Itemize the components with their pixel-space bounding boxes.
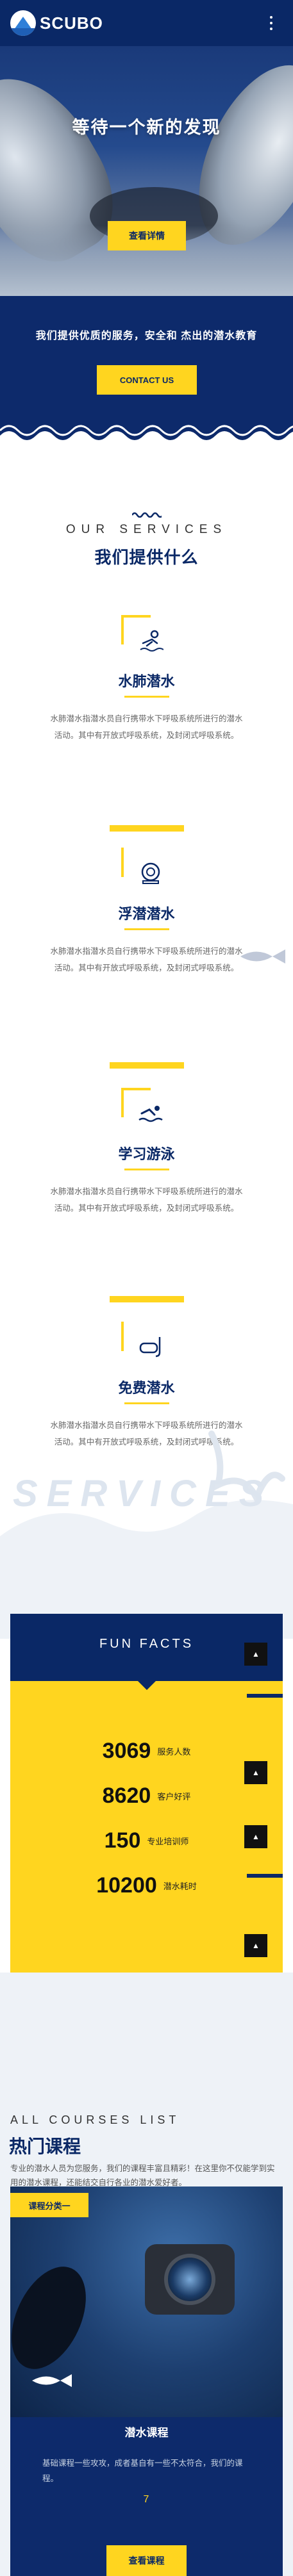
service-desc: 水肺潜水指潜水员自行携带水下呼吸系统所进行的潜水活动。其中有开放式呼吸系统，及封… [50,714,243,740]
stat-row: 10200 潜水耗时 [10,1873,283,1898]
course-name: 潜水课程 [124,2427,169,2439]
course-category-badge[interactable]: 课程分类一 [10,2193,88,2217]
chevron-up-icon: ▲ [252,1941,260,1950]
courses-section: ALL COURSES LIST 热门课程 专业的潜水人员为您服务，我们的课程丰… [0,1973,293,2576]
diving-helmet-icon [141,862,160,884]
swimmer-icon [138,1106,163,1122]
view-course-button[interactable]: 查看课程 [106,2545,187,2576]
stat-value: 10200 [96,1873,157,1898]
icon-frame [121,1088,151,1117]
logo-text: SCUBO [40,13,103,33]
courses-cn-title: 热门课程 [9,2137,81,2156]
service-title: 免费潜水 [118,1380,175,1396]
stat-value: 8620 [102,1784,151,1808]
service-item[interactable]: 免费潜水 水肺潜水指潜水员自行携带水下呼吸系统所进行的潜水活动。其中有开放式呼吸… [0,1322,293,1450]
title-underline [124,696,169,698]
chevron-up-icon: ▲ [252,1832,260,1841]
fin-image [10,2254,101,2381]
accent-stripe [247,1874,283,1878]
fish-icon [240,949,285,964]
icon-frame [121,848,151,877]
intro-text: 我们提供优质的服务，安全和 杰出的潜水教育 [35,331,258,341]
scroll-up-button[interactable]: ▲ [244,1643,267,1666]
stat-label: 服务人数 [157,1747,191,1757]
contact-us-button[interactable]: CONTACT US [97,365,197,395]
menu-button[interactable] [260,12,283,35]
services-section: OUR SERVICES 我们提供什么 水肺潜水 水肺潜水指潜水员自行携带水下呼… [0,447,293,1639]
service-title: 浮潜潜水 [118,906,175,922]
divider-bar [110,1062,184,1069]
chevron-up-icon: ▲ [252,1768,260,1777]
hero-banner: 等待一个新的发现 查看详情 [0,46,293,296]
course-desc: 基础课程一些攻攻，成者基自有一些不太符合，我们的课程。 [42,2459,243,2483]
fish-icon [32,2374,72,2387]
service-title: 学习游泳 [118,1146,175,1162]
stat-row: 150 专业培训师 [10,1828,283,1853]
hero-title: 等待一个新的发现 [72,118,221,137]
services-en-title: OUR SERVICES [65,523,228,536]
stat-label: 客户好评 [157,1792,191,1801]
title-underline [124,1169,169,1170]
title-underline [124,928,169,930]
icon-frame [121,615,151,644]
fun-facts-panel: FUN FACTS ▲ ▲ ▲ ▲ 3069 服务人数 8620 客户好评 15… [10,1614,283,1973]
camera-lens-image [164,2254,215,2305]
course-photo [10,2186,283,2417]
stat-label: 专业培训师 [147,1837,189,1846]
service-item[interactable]: 浮潜潜水 水肺潜水指潜水员自行携带水下呼吸系统所进行的潜水活动。其中有开放式呼吸… [0,848,293,976]
scroll-up-button[interactable]: ▲ [244,1761,267,1784]
service-title: 水肺潜水 [118,673,175,689]
course-card[interactable]: 课程分类一 潜水课程 基础课程一些攻攻，成者基自有一些不太符合，我们的课程。 7… [10,2186,283,2576]
stat-row: 8620 客户好评 [10,1784,283,1809]
divider-bar [110,1296,184,1302]
courses-en-title: ALL COURSES LIST [10,2113,180,2126]
site-header: SCUBO [0,0,293,46]
scroll-up-button[interactable]: ▲ [244,1825,267,1848]
stat-value: 150 [104,1828,141,1853]
intro-band: 我们提供优质的服务，安全和 杰出的潜水教育 CONTACT US [0,296,293,447]
fun-facts-header: FUN FACTS [10,1614,283,1690]
logo-icon [10,10,36,36]
courses-desc: 专业的潜水人员为您服务，我们的课程丰富且精彩！在这里你不仅能学到实用的潜水课程，… [10,2164,275,2187]
title-underline [124,1402,169,1404]
stat-label: 潜水耗时 [163,1882,197,1891]
stat-value: 3069 [102,1739,151,1763]
diver-silhouette-decoration [0,1431,293,1639]
chevron-up-icon: ▲ [252,1650,260,1659]
logo[interactable]: SCUBO [10,10,103,36]
vertical-dots-icon [270,16,272,19]
service-item[interactable]: 水肺潜水 水肺潜水指潜水员自行携带水下呼吸系统所进行的潜水活动。其中有开放式呼吸… [0,615,293,744]
wave-divider [0,425,293,447]
course-number: 7 [143,2494,149,2505]
stat-row: 3069 服务人数 [10,1739,283,1764]
scroll-up-button[interactable]: ▲ [244,1934,267,1957]
fun-facts-title: FUN FACTS [99,1637,194,1651]
services-cn-title: 我们提供什么 [94,548,199,567]
accent-stripe [247,1694,283,1698]
hero-details-button[interactable]: 查看详情 [108,221,186,250]
services-watermark: SERVICES [13,1473,273,1514]
diver-icon [139,630,163,652]
divider-bar [110,825,184,832]
service-desc: 水肺潜水指潜水员自行携带水下呼吸系统所进行的潜水活动。其中有开放式呼吸系统，及封… [50,1187,243,1213]
wave-icon [132,512,162,518]
service-item[interactable]: 学习游泳 水肺潜水指潜水员自行携带水下呼吸系统所进行的潜水活动。其中有开放式呼吸… [0,1088,293,1217]
icon-frame [121,1322,151,1351]
service-desc: 水肺潜水指潜水员自行携带水下呼吸系统所进行的潜水活动。其中有开放式呼吸系统，及封… [50,1421,243,1447]
service-desc: 水肺潜水指潜水员自行携带水下呼吸系统所进行的潜水活动。其中有开放式呼吸系统，及封… [50,947,243,972]
snorkel-mask-icon [139,1337,160,1358]
